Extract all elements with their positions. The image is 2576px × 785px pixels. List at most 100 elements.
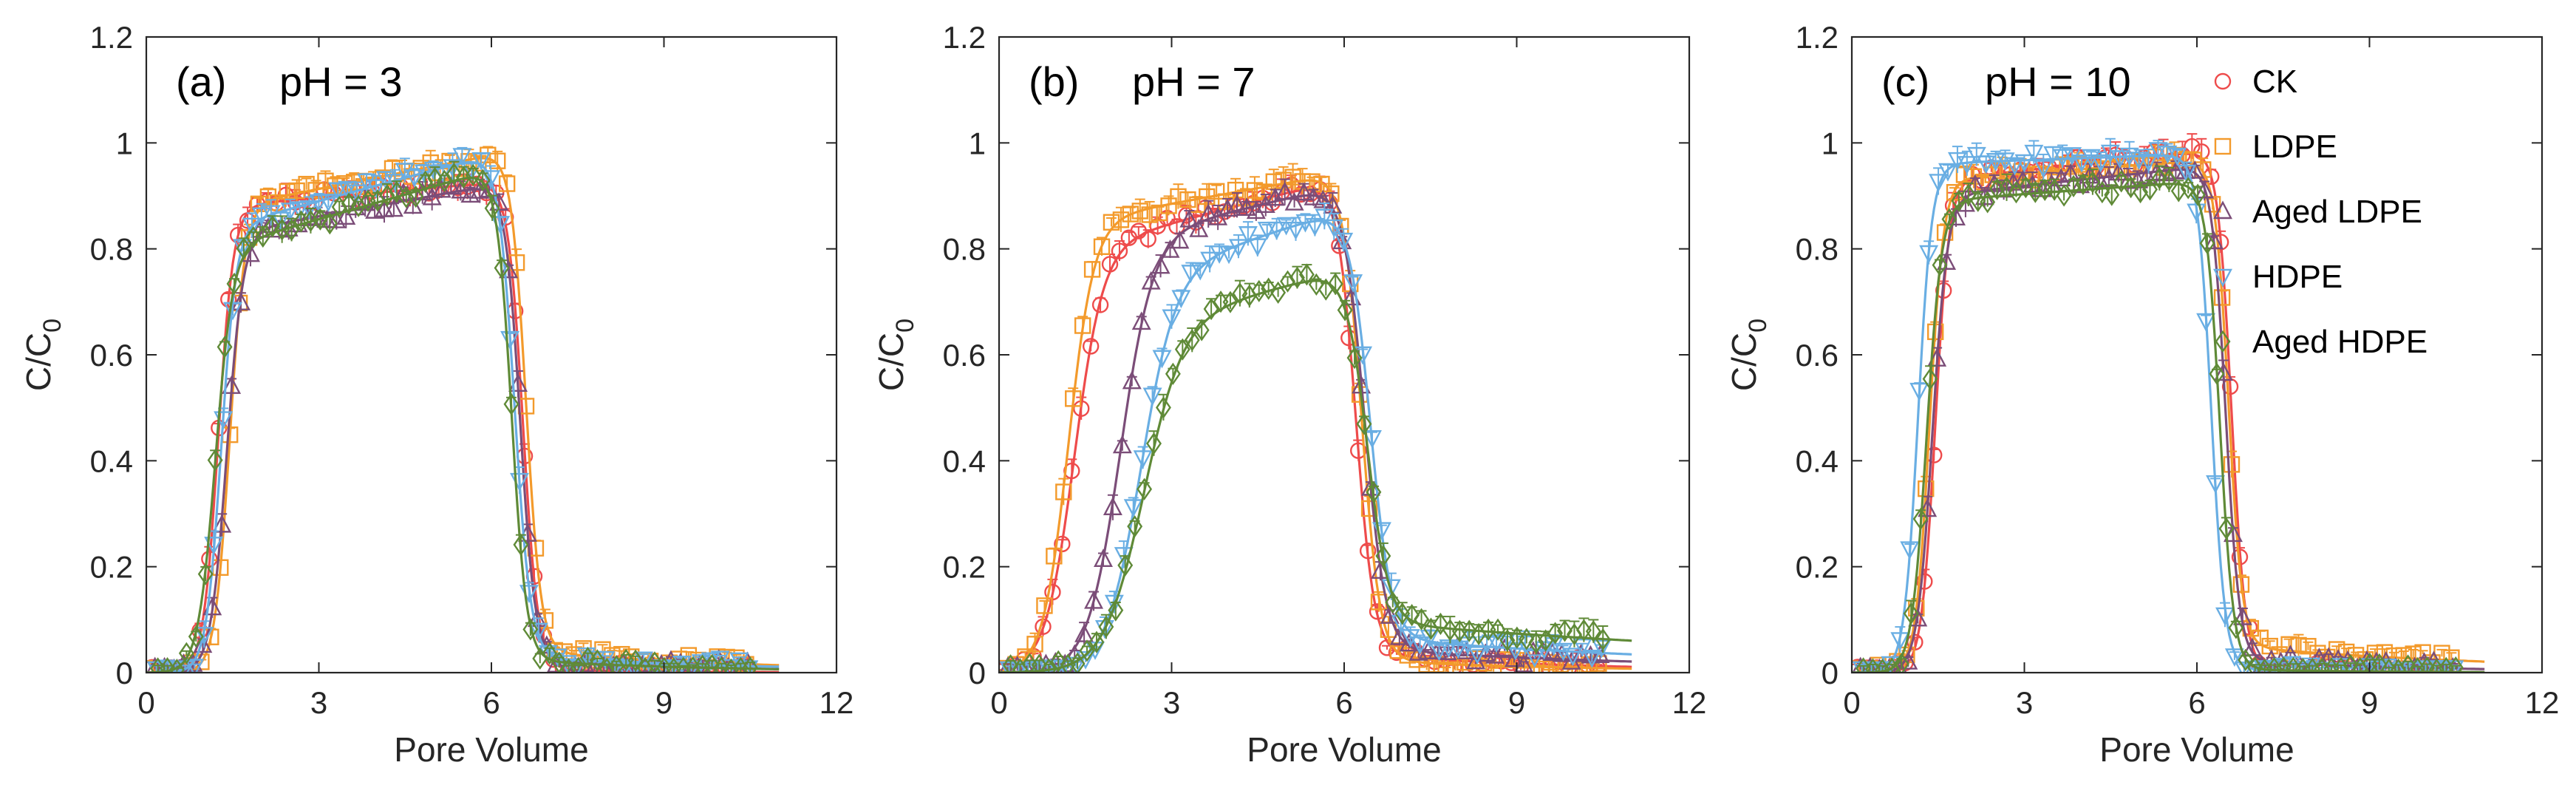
- data-point: [1505, 648, 1524, 667]
- data-point: [1093, 238, 1111, 255]
- data-point: [1091, 296, 1109, 313]
- data-point: [2280, 636, 2297, 653]
- y-tick-label: 1.2: [1796, 20, 1839, 55]
- data-point: [1391, 614, 1411, 633]
- data-point: [644, 662, 663, 673]
- data-point: [1003, 654, 1019, 673]
- x-tick-label: 9: [2361, 685, 2378, 720]
- data-point: [1181, 265, 1201, 283]
- data-point: [2170, 180, 2187, 203]
- data-point: [1065, 390, 1082, 407]
- y-axis-title-subscript: 0: [38, 319, 67, 333]
- data-point: [1294, 182, 1314, 201]
- data-point: [2234, 661, 2254, 673]
- data-point: [503, 392, 519, 415]
- data-point: [220, 290, 237, 308]
- data-point: [347, 184, 367, 203]
- data-point: [1184, 329, 1200, 352]
- data-point: [207, 449, 223, 472]
- data-point: [2185, 160, 2205, 179]
- x-axis-title: Pore Volume: [1247, 730, 1441, 769]
- data-point: [2104, 183, 2120, 206]
- data-point: [1170, 188, 1187, 205]
- data-point: [1513, 653, 1533, 673]
- data-point: [1079, 639, 1095, 662]
- panel-label: (a): [176, 58, 226, 105]
- data-point: [2005, 157, 2025, 176]
- data-point: [2177, 164, 2197, 183]
- data-point: [242, 217, 262, 237]
- data-point: [2100, 144, 2120, 163]
- y-axis-title-main: C/C: [872, 333, 910, 391]
- data-point: [236, 237, 252, 260]
- data-point: [1448, 640, 1468, 659]
- data-point: [1069, 652, 1086, 673]
- data-point: [1122, 205, 1139, 222]
- data-point: [1122, 370, 1142, 390]
- data-point: [1222, 290, 1238, 313]
- data-point: [1893, 653, 1909, 673]
- x-axis-title: Pore Volume: [394, 730, 588, 769]
- data-point: [446, 163, 462, 186]
- data-point: [2290, 636, 2307, 654]
- data-point: [185, 659, 205, 673]
- data-point: [1289, 266, 1305, 289]
- y-tick-label: 1.2: [90, 20, 133, 55]
- x-tick-label: 3: [2016, 685, 2033, 720]
- data-point: [379, 184, 395, 207]
- data-point: [1890, 632, 1910, 651]
- data-point: [2091, 154, 2110, 173]
- data-point: [1130, 222, 1148, 239]
- data-point: [437, 169, 452, 192]
- data-point: [1117, 554, 1134, 577]
- data-point: [259, 188, 277, 205]
- data-point: [1581, 656, 1598, 673]
- panel-title: pH = 10: [1985, 58, 2131, 105]
- data-point: [2215, 607, 2235, 626]
- data-point: [1916, 573, 1933, 590]
- data-point: [251, 207, 271, 226]
- data-point: [265, 215, 281, 238]
- data-point: [1093, 548, 1113, 567]
- data-point: [1369, 603, 1386, 620]
- data-point: [451, 180, 471, 199]
- data-point: [2342, 653, 2359, 673]
- data-point: [2214, 362, 2234, 381]
- data-point: [2024, 144, 2044, 163]
- y-tick-label: 0.8: [1796, 232, 1839, 267]
- data-point: [742, 656, 758, 673]
- data-point: [2161, 169, 2177, 191]
- data-point: [1074, 317, 1091, 334]
- data-point: [471, 152, 491, 171]
- data-point: [1538, 629, 1554, 652]
- data-point: [290, 201, 310, 220]
- data-point: [1227, 194, 1247, 213]
- y-axis-title-main: C/C: [19, 333, 58, 391]
- data-point: [1356, 412, 1372, 435]
- data-point: [2014, 154, 2034, 173]
- data-point: [2218, 517, 2235, 540]
- legend-marker-aged-ldpe: [2213, 200, 2232, 220]
- legend-marker-ck: [2214, 72, 2232, 90]
- data-point: [1563, 648, 1583, 667]
- data-point: [1131, 311, 1151, 330]
- x-tick-label: 12: [2525, 685, 2560, 720]
- data-point: [1590, 645, 1610, 664]
- data-point: [1160, 239, 1180, 258]
- data-point: [1294, 173, 1311, 190]
- data-point: [1388, 644, 1405, 662]
- data-point: [2371, 653, 2388, 673]
- y-axis-title-main: C/C: [1725, 333, 1763, 391]
- data-point: [1324, 219, 1344, 238]
- y-tick-label: 0.6: [90, 338, 133, 373]
- data-point: [1323, 195, 1343, 214]
- data-point: [2362, 652, 2378, 673]
- data-point: [513, 533, 529, 556]
- data-point: [2167, 147, 2187, 166]
- data-point: [2238, 648, 2254, 671]
- data-point: [414, 164, 434, 183]
- data-point: [462, 163, 482, 181]
- data-point: [1280, 270, 1296, 293]
- data-point: [1103, 214, 1120, 231]
- data-point: [489, 152, 506, 169]
